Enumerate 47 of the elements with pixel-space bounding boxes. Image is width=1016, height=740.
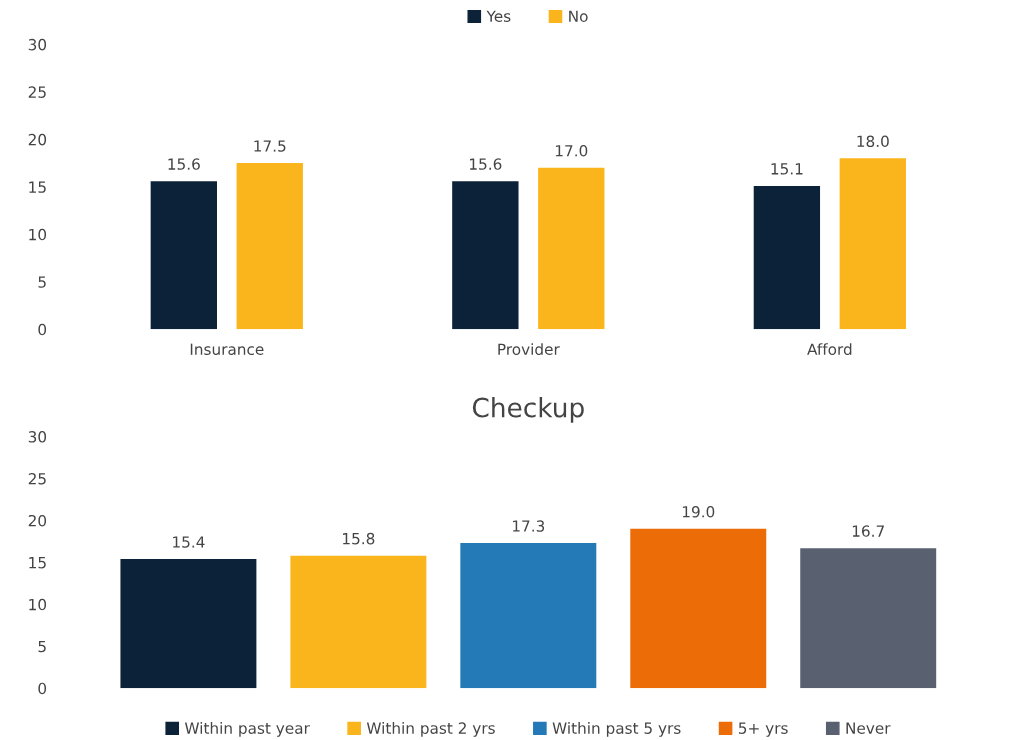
y-tick-label: 15 bbox=[29, 181, 46, 193]
legend-label: Within past 2 yrs bbox=[366, 722, 495, 737]
y-tick-label: 10 bbox=[29, 228, 47, 241]
data-label: 16.7 bbox=[852, 525, 884, 537]
legend-label: No bbox=[569, 10, 588, 22]
bar bbox=[120, 559, 257, 689]
bar bbox=[538, 167, 605, 330]
y-tick-label: 25 bbox=[28, 86, 46, 98]
y-tick-label: 15 bbox=[29, 557, 46, 569]
bar bbox=[452, 181, 519, 330]
data-label: 17.3 bbox=[512, 520, 545, 532]
legend-label: Within past 5 yrs bbox=[552, 722, 681, 737]
y-tick-label: 0 bbox=[38, 682, 47, 695]
data-label: 15.1 bbox=[771, 163, 803, 175]
data-label: 15.6 bbox=[470, 158, 502, 170]
x-tick-label: Afford bbox=[807, 343, 852, 356]
y-tick-label: 30 bbox=[28, 38, 47, 51]
data-label: 15.6 bbox=[168, 158, 200, 170]
bar bbox=[630, 528, 767, 689]
y-tick-label: 5 bbox=[38, 640, 46, 653]
bar bbox=[839, 158, 906, 330]
bar bbox=[800, 548, 937, 689]
x-tick-label: Insurance bbox=[190, 343, 264, 356]
legend-label: Never bbox=[846, 722, 891, 734]
legend-label: 5+ yrs bbox=[738, 722, 788, 737]
bar bbox=[460, 543, 597, 689]
y-tick-label: 0 bbox=[38, 323, 47, 336]
bar bbox=[753, 185, 821, 330]
data-label: 19.0 bbox=[682, 506, 715, 518]
data-label: 15.4 bbox=[173, 536, 205, 548]
y-tick-label: 20 bbox=[28, 514, 47, 527]
y-tick-label: 30 bbox=[28, 431, 47, 443]
data-label: 15.8 bbox=[343, 532, 375, 545]
bar bbox=[236, 163, 303, 330]
legend-label: Within past year bbox=[184, 722, 310, 737]
y-tick-label: 10 bbox=[29, 598, 47, 611]
legend-label: Yes bbox=[486, 10, 511, 22]
data-label: 17.0 bbox=[555, 145, 588, 157]
data-label: 17.5 bbox=[254, 140, 286, 152]
y-tick-label: 20 bbox=[28, 133, 47, 146]
chart-title: Checkup bbox=[472, 397, 584, 423]
bar bbox=[290, 555, 427, 689]
x-tick-label: Provider bbox=[498, 343, 560, 356]
y-tick-label: 25 bbox=[28, 473, 46, 485]
y-tick-label: 5 bbox=[38, 276, 46, 288]
data-label: 18.0 bbox=[857, 135, 889, 148]
bar bbox=[150, 181, 217, 330]
